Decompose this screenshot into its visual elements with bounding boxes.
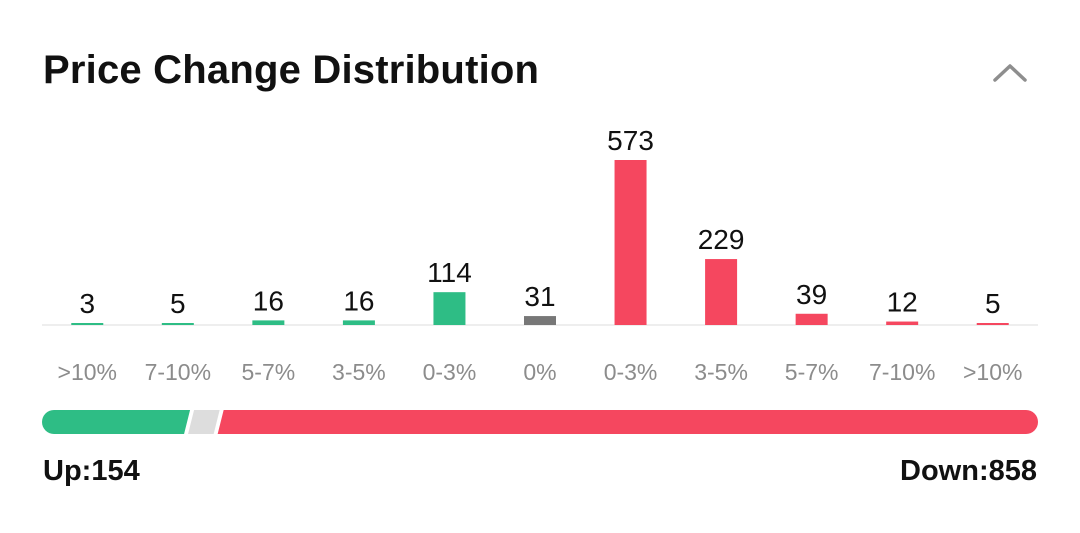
price-change-chart: 3 >10% 5 7-10% 16 5-7% 16 3-5% 114 0-3% 31 0% 573 0-3…: [42, 125, 1038, 385]
bar: [161, 323, 194, 325]
down-count-label: Down:858: [900, 455, 1037, 487]
bar-value-label: 39: [796, 279, 827, 310]
category-tick-label: 0-3%: [604, 359, 658, 385]
bar: [705, 259, 738, 325]
up-count-label: Up:154: [43, 455, 140, 487]
category-tick-label: >10%: [58, 359, 117, 385]
bar-value-label: 114: [427, 257, 472, 288]
chevron-up-icon: [993, 64, 1027, 82]
bar-value-label: 5: [170, 288, 186, 319]
ratio-segment-down: [217, 410, 1039, 434]
bar-value-label: 16: [343, 285, 374, 316]
bar: [795, 313, 828, 325]
category-tick-label: 7-10%: [145, 359, 211, 385]
bar: [71, 323, 104, 325]
bar: [524, 316, 556, 325]
category-tick-label: 5-7%: [785, 359, 839, 385]
category-tick-label: 0%: [523, 359, 556, 385]
category-tick-label: 3-5%: [694, 359, 748, 385]
bar-value-label: 3: [79, 288, 95, 319]
category-tick-label: 7-10%: [869, 359, 935, 385]
category-tick-label: 0-3%: [423, 359, 477, 385]
page-title: Price Change Distribution: [43, 48, 540, 92]
bar-value-label: 229: [698, 224, 745, 255]
bar-value-label: 5: [985, 288, 1001, 319]
bar-value-label: 12: [887, 287, 918, 318]
category-tick-label: >10%: [963, 359, 1022, 385]
category-tick-label: 3-5%: [332, 359, 386, 385]
category-tick-label: 5-7%: [242, 359, 296, 385]
bar-value-label: 573: [607, 125, 654, 156]
bar: [252, 320, 285, 325]
ratio-segment-flat: [188, 410, 220, 434]
bar-value-label: 31: [524, 281, 555, 312]
bar: [886, 321, 919, 325]
up-down-ratio-bar: [42, 410, 1039, 434]
ratio-segment-up: [42, 410, 191, 434]
bar: [614, 160, 647, 325]
bar: [433, 292, 466, 325]
bar: [976, 323, 1009, 325]
collapse-button[interactable]: [985, 52, 1035, 92]
bar-value-label: 16: [253, 285, 284, 316]
bar: [342, 320, 375, 325]
